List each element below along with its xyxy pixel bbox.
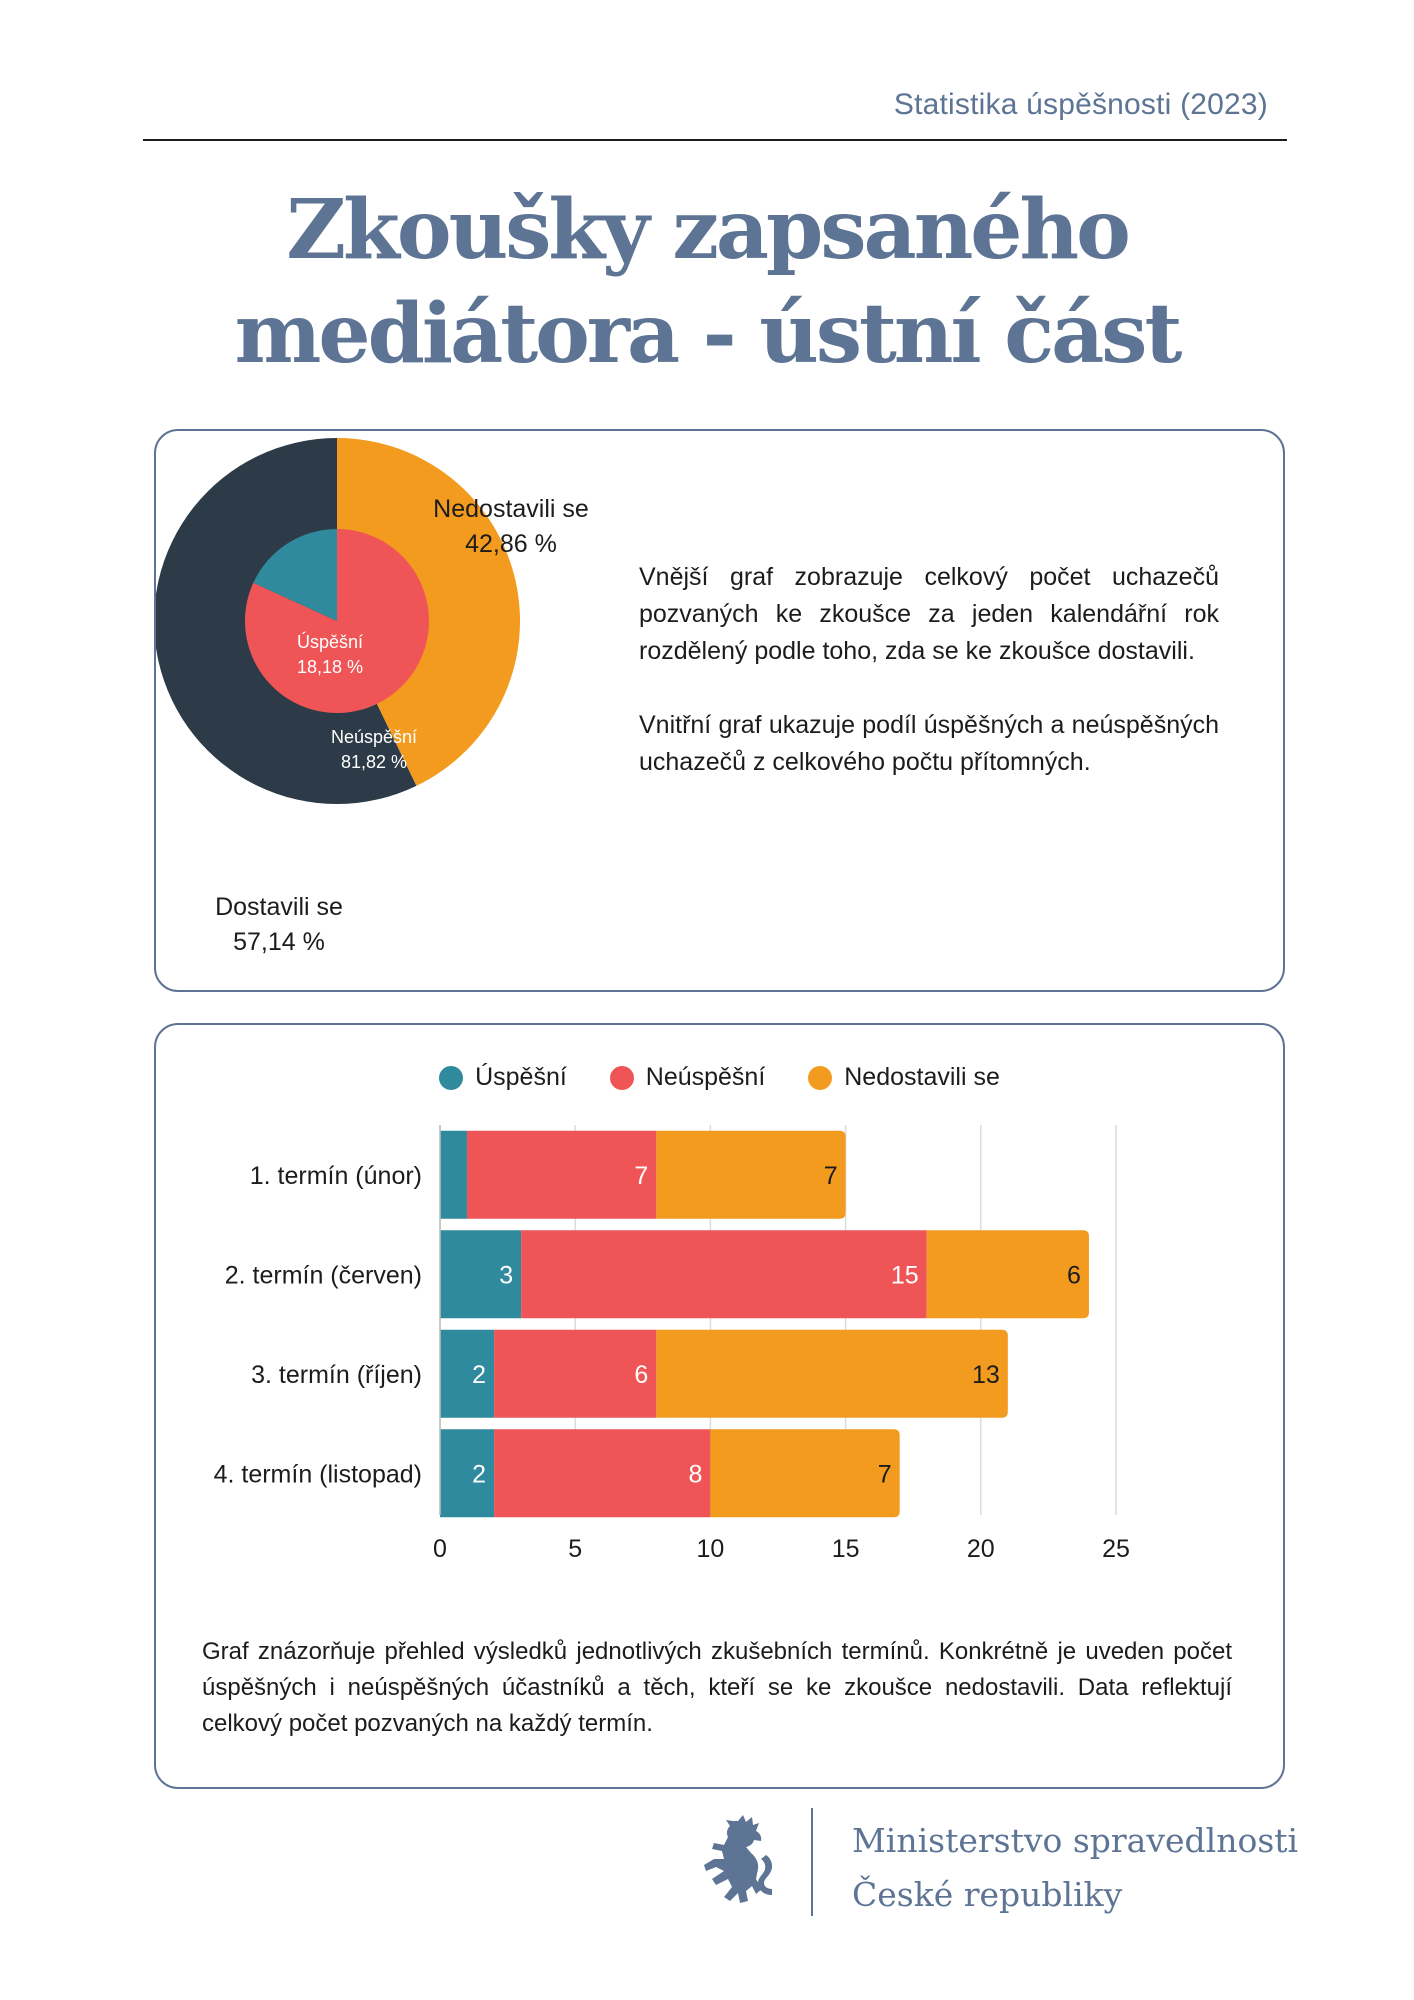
bar-nedostavili-se-2	[926, 1230, 1089, 1319]
x-tick-label-20: 20	[967, 1535, 995, 1563]
bar-neuspesni-1	[467, 1130, 657, 1219]
page-title: Zkoušky zapsaného mediátora - ústní část	[0, 178, 1414, 386]
x-tick-label-15: 15	[832, 1535, 860, 1563]
y-category-label-3: 3. termín (říjen)	[251, 1361, 422, 1389]
donut-chart	[156, 438, 520, 804]
bar-neuspesni-3	[494, 1329, 657, 1418]
data-label-uspesni-4: 2	[472, 1460, 486, 1488]
header-label: Statistika úspěšnosti (2023)	[893, 88, 1268, 121]
data-label-neuspesni-1: 7	[634, 1162, 648, 1190]
inner-label-neuspesni-value: 81,82 %	[340, 752, 408, 772]
data-label-nedostavili-se-1: 7	[824, 1162, 838, 1190]
donut-panel: Nedostavili se 42,86 % Dostavili se 57,1…	[154, 429, 1285, 992]
stacked-bar-chart: 0 5 10 15 20 25 1. termín (únor) 7 7 2. termín (č…	[214, 1125, 1130, 1563]
description-paragraph-2: Vnitřní graf ukazuje podíl úspěšných a n…	[639, 711, 1219, 776]
legend-label-uspesni: Úspěšní	[475, 1063, 567, 1091]
footer-divider	[811, 1808, 813, 1916]
data-label-uspesni-3: 2	[472, 1361, 486, 1389]
bar-neuspesni-4	[494, 1429, 711, 1518]
donut-description: Vnější graf zobrazuje celkový počet ucha…	[639, 559, 1219, 818]
legend-item-neuspesni: Neúspěšní	[609, 1063, 766, 1092]
bar-uspesni-3	[440, 1329, 495, 1418]
legend-dot-neuspesni	[609, 1065, 634, 1090]
y-category-label-1: 1. termín (únor)	[250, 1162, 422, 1190]
inner-label-neuspesni-name: Neúspěšní	[330, 727, 418, 747]
legend-dot-uspesni	[439, 1065, 464, 1090]
y-category-label-2: 2. termín (červen)	[225, 1261, 422, 1289]
legend-label-nedostavili: Nedostavili se	[844, 1063, 1000, 1091]
bar-uspesni-2	[440, 1230, 522, 1319]
outer-label-dostavili-name: Dostavili se	[215, 893, 343, 921]
legend-item-nedostavili: Nedostavili se	[808, 1063, 1000, 1092]
data-label-nedostavili-se-2: 6	[1067, 1261, 1081, 1289]
y-category-label-4: 4. termín (listopad)	[214, 1460, 422, 1488]
x-tick-label-25: 25	[1102, 1535, 1130, 1563]
bar-neuspesni-2	[521, 1230, 927, 1319]
title-line-2: mediátora - ústní část	[234, 286, 1183, 382]
ministry-line-2: České republiky	[852, 1875, 1123, 1914]
inner-label-uspesni-name: Úspěšní	[296, 632, 364, 652]
x-tick-label-10: 10	[696, 1535, 724, 1563]
chart-caption: Graf znázorňuje přehled výsledků jednotl…	[202, 1638, 1232, 1737]
bar-nedostavili-se-1	[656, 1130, 846, 1219]
outer-label-dostavili-value: 57,14 %	[233, 928, 325, 956]
outer-label-nedostavili-name: Nedostavili se	[433, 495, 589, 523]
inner-slice-uspesni	[253, 529, 337, 621]
x-tick-label-0: 0	[433, 1535, 447, 1563]
ministry-line-1: Ministerstvo spravedlnosti	[852, 1821, 1299, 1860]
bar-panel: Úspěšní Neúspěšní Nedostavili se 0 5 10 15 2…	[154, 1023, 1285, 1789]
data-label-uspesni-2: 3	[499, 1261, 513, 1289]
lion-emblem-icon	[704, 1815, 773, 1903]
legend-dot-nedostavili	[808, 1065, 833, 1090]
ministry-name: Ministerstvo spravedlnosti České republi…	[852, 1814, 1298, 1922]
header-rule	[143, 139, 1287, 141]
outer-label-dostavili: Dostavili se 57,14 %	[199, 890, 359, 960]
description-paragraph-1: Vnější graf zobrazuje celkový počet ucha…	[639, 563, 1219, 665]
data-label-nedostavili-se-4: 7	[878, 1460, 892, 1488]
bar-nedostavili-se-4	[710, 1429, 900, 1518]
outer-label-nedostavili: Nedostavili se 42,86 %	[416, 492, 606, 562]
x-tick-label-5: 5	[568, 1535, 582, 1563]
bar-nedostavili-se-3	[656, 1329, 1008, 1418]
title-line-1: Zkoušky zapsaného	[286, 182, 1131, 278]
legend-label-neuspesni: Neúspěšní	[645, 1063, 766, 1091]
chart-legend: Úspěšní Neúspěšní Nedostavili se	[156, 1063, 1283, 1097]
inner-label-uspesni-value: 18,18 %	[296, 657, 364, 677]
bar-uspesni-1	[440, 1130, 468, 1219]
outer-label-nedostavili-value: 42,86 %	[465, 530, 557, 558]
data-label-neuspesni-4: 8	[688, 1460, 702, 1488]
data-label-neuspesni-3: 6	[634, 1361, 648, 1389]
inner-slice-neuspesni	[245, 529, 429, 713]
data-label-nedostavili-se-3: 13	[972, 1361, 1000, 1389]
data-label-neuspesni-2: 15	[891, 1261, 919, 1289]
inner-label-neuspesni: Neúspěšní 81,82 %	[314, 725, 434, 775]
inner-label-uspesni: Úspěšní 18,18 %	[285, 630, 375, 680]
legend-item-uspesni: Úspěšní	[439, 1063, 567, 1092]
bar-uspesni-4	[440, 1429, 495, 1518]
